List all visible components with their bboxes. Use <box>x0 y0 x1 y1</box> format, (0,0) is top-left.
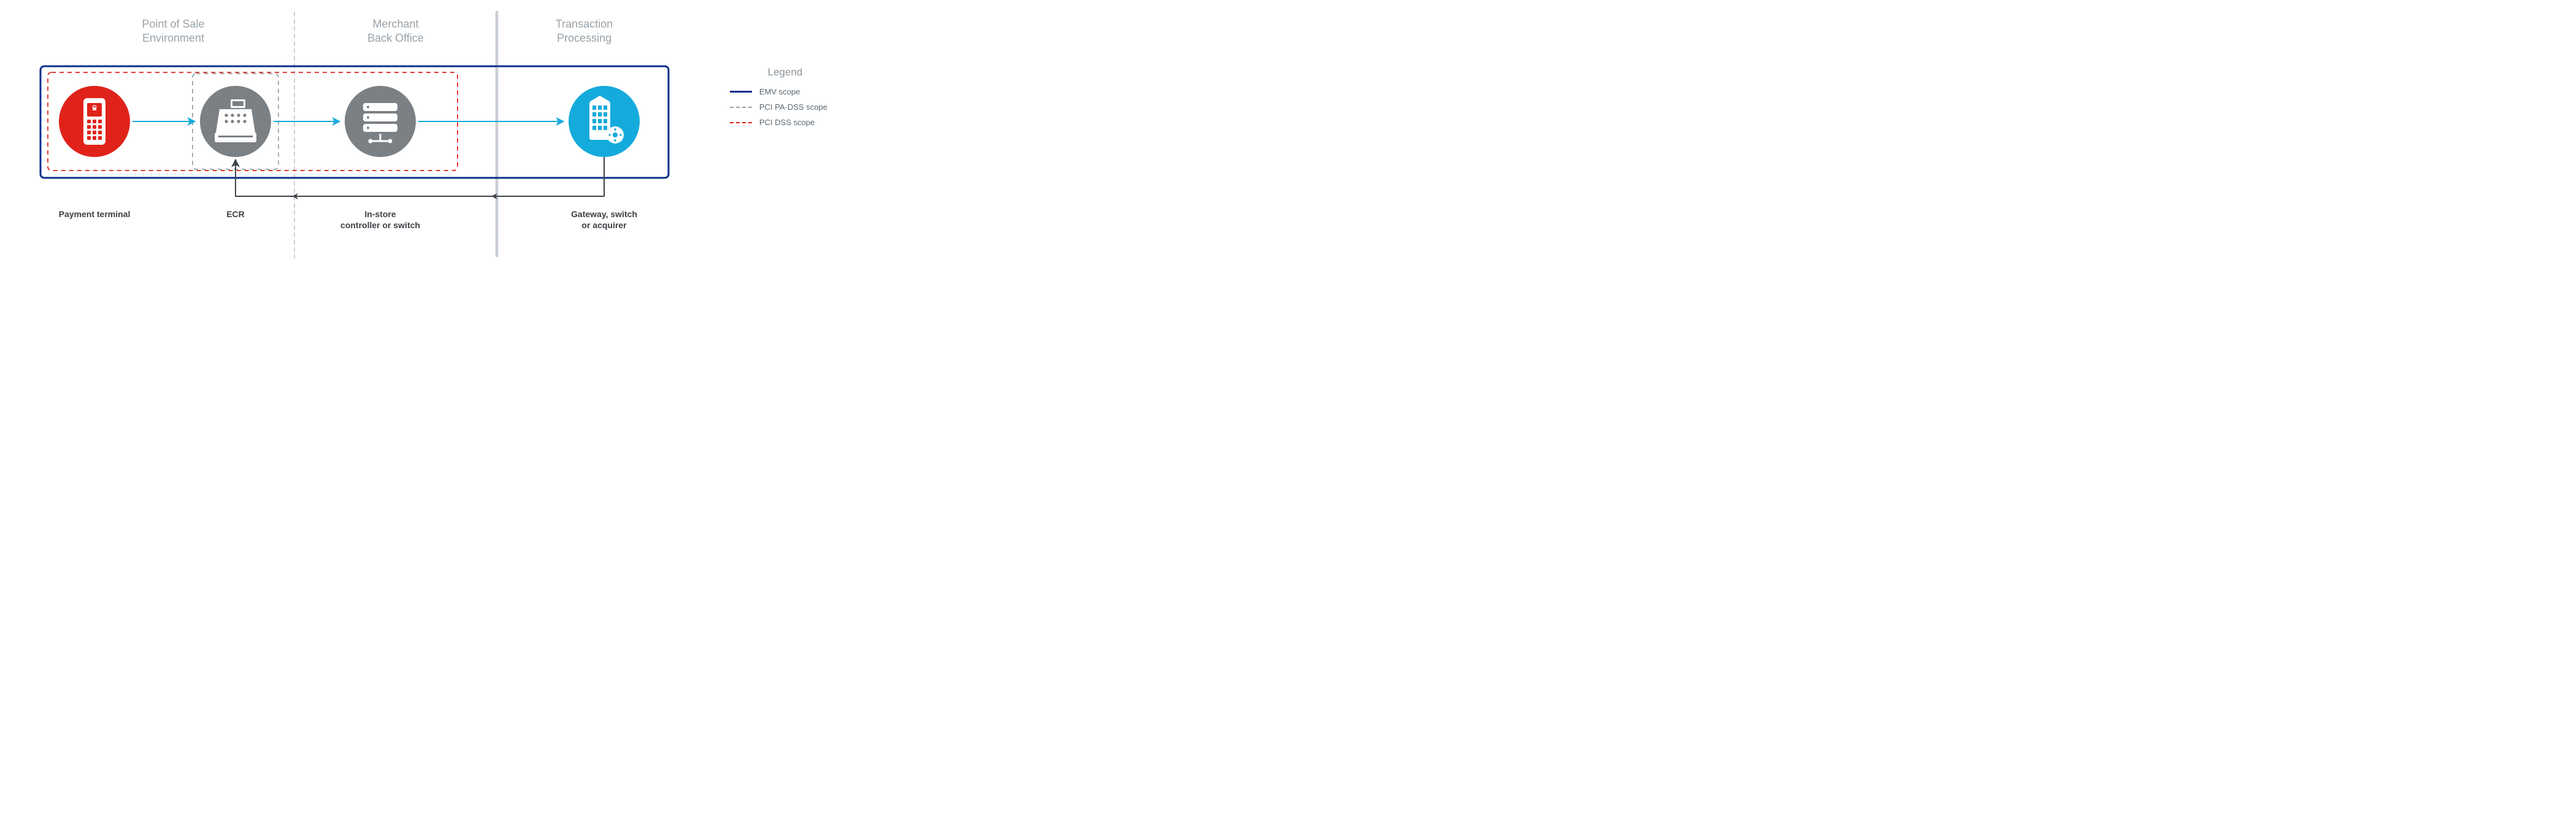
node-ecr <box>200 86 271 157</box>
legend-swatch <box>730 91 752 93</box>
legend-item: PCI DSS scope <box>730 118 840 127</box>
node-controller <box>345 86 416 157</box>
return-arrow <box>236 157 604 196</box>
label-gateway: Gateway, switch or acquirer <box>543 209 665 231</box>
section-header-pos: Point of Sale Environment <box>55 17 291 46</box>
diagram-canvas: Point of Sale EnvironmentMerchant Back O… <box>0 0 859 276</box>
legend-label: PCI DSS scope <box>759 118 815 127</box>
legend-item: EMV scope <box>730 87 840 96</box>
section-header-txp: Transaction Processing <box>500 17 669 46</box>
section-header-mbo: Merchant Back Office <box>297 17 494 46</box>
payment-terminal-icon <box>83 98 105 145</box>
node-gateway <box>569 86 640 157</box>
legend-label: PCI PA-DSS scope <box>759 102 827 112</box>
node-terminal <box>59 86 130 157</box>
legend-title: Legend <box>730 66 840 79</box>
legend: Legend EMV scope PCI PA-DSS scope PCI DSS … <box>730 66 840 133</box>
legend-item: PCI PA-DSS scope <box>730 102 840 112</box>
label-controller: In-store controller or switch <box>319 209 442 231</box>
label-terminal: Payment terminal <box>33 209 156 220</box>
legend-label: EMV scope <box>759 87 800 96</box>
legend-swatch <box>730 107 752 108</box>
legend-swatch <box>730 122 752 123</box>
label-ecr: ECR <box>174 209 297 220</box>
